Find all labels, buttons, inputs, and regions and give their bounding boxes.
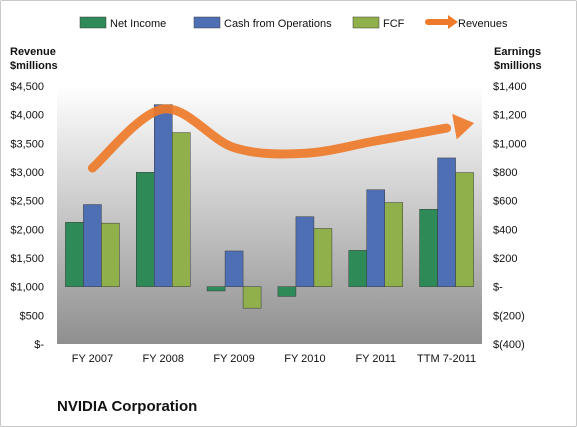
bar-net-income-ttm-7-2011 bbox=[419, 209, 438, 287]
left-axis-title-line1: Revenue bbox=[10, 46, 56, 58]
legend-label-revenues: Revenues bbox=[458, 18, 508, 30]
bars-group bbox=[65, 104, 474, 309]
line-revenues-arrowhead bbox=[452, 113, 475, 140]
bar-fcf-ttm-7-2011 bbox=[455, 172, 474, 287]
left-tick-label: $2,000 bbox=[10, 224, 44, 236]
right-tick-label: $1,400 bbox=[493, 81, 527, 93]
revenue-line-group bbox=[87, 104, 475, 173]
bar-fcf-fy-2011 bbox=[384, 202, 403, 287]
legend-label-fcf: FCF bbox=[383, 18, 405, 30]
bar-cash-from-operations-fy-2008 bbox=[154, 104, 173, 287]
right-tick-label: $1,000 bbox=[493, 138, 527, 150]
right-tick-label: $- bbox=[493, 282, 503, 294]
bar-cash-from-operations-fy-2009 bbox=[224, 250, 244, 287]
right-axis-title: Earnings $millions bbox=[494, 45, 542, 73]
left-axis-title-line2: $millions bbox=[10, 60, 58, 72]
category-label-fy-2011: FY 2011 bbox=[355, 353, 396, 365]
bar-net-income-fy-2009 bbox=[206, 286, 226, 292]
left-tick-label: $3,500 bbox=[10, 138, 44, 150]
category-label-fy-2009: FY 2009 bbox=[213, 353, 254, 365]
bar-net-income-fy-2008 bbox=[136, 172, 155, 287]
bar-cash-from-operations-fy-2007 bbox=[83, 204, 102, 287]
right-tick-label: $(200) bbox=[493, 310, 525, 322]
left-tick-labels: $- $500 $1,000 $1,500 $2,000 $2,500 $3,000 $3,5… bbox=[10, 81, 44, 351]
legend-label-cash-from-operations: Cash from Operations bbox=[224, 18, 332, 30]
legend-swatch-revenues-arrowhead bbox=[448, 15, 458, 29]
left-tick-label: $- bbox=[34, 339, 44, 351]
left-tick-label: $4,500 bbox=[10, 81, 44, 93]
plot-area bbox=[57, 86, 482, 344]
right-tick-label: $800 bbox=[493, 167, 517, 179]
right-tick-label: $200 bbox=[493, 253, 517, 265]
left-tick-label: $500 bbox=[20, 310, 44, 322]
legend-swatch-net-income bbox=[79, 16, 107, 29]
right-tick-label: $400 bbox=[493, 224, 517, 236]
category-label-fy-2008: FY 2008 bbox=[143, 353, 184, 365]
right-tick-label: $1,200 bbox=[493, 110, 527, 122]
bar-fcf-fy-2007 bbox=[101, 222, 120, 287]
left-tick-label: $2,500 bbox=[10, 196, 44, 208]
legend-label-net-income: Net Income bbox=[110, 18, 166, 30]
bar-fcf-fy-2009 bbox=[242, 286, 262, 309]
legend-swatch-fcf bbox=[352, 16, 380, 29]
bar-net-income-fy-2010 bbox=[277, 286, 297, 297]
bar-fcf-fy-2010 bbox=[313, 228, 333, 287]
bar-cash-from-operations-ttm-7-2011 bbox=[437, 157, 456, 287]
right-tick-label: $(400) bbox=[493, 339, 525, 351]
bar-net-income-fy-2011 bbox=[348, 250, 367, 287]
left-tick-label: $3,000 bbox=[10, 167, 44, 179]
line-revenues bbox=[87, 104, 452, 173]
left-axis-title: Revenue $millions bbox=[10, 45, 58, 73]
category-label-ttm-7-2011: TTM 7-2011 bbox=[417, 353, 476, 365]
right-tick-labels: $(400) $(200) $- $200 $400 $600 $800 $1,000 $1,2… bbox=[493, 81, 527, 351]
company-caption: NVIDIA Corporation bbox=[57, 398, 198, 415]
right-axis-title-line2: $millions bbox=[494, 60, 542, 72]
right-tick-label: $600 bbox=[493, 196, 517, 208]
legend-swatch-cash-from-operations bbox=[193, 16, 221, 29]
category-labels: FY 2007 FY 2008 FY 2009 FY 2010 FY 2011 TTM 7… bbox=[72, 353, 476, 365]
left-tick-label: $1,000 bbox=[10, 282, 44, 294]
bar-net-income-fy-2007 bbox=[65, 222, 84, 287]
legend: Net Income Cash from Operations FCF Revenue… bbox=[79, 15, 508, 30]
category-label-fy-2010: FY 2010 bbox=[284, 353, 325, 365]
bar-cash-from-operations-fy-2010 bbox=[295, 216, 315, 287]
right-axis-title-line1: Earnings bbox=[494, 46, 542, 58]
left-tick-label: $1,500 bbox=[10, 253, 44, 265]
left-tick-label: $4,000 bbox=[10, 110, 44, 122]
bar-fcf-fy-2008 bbox=[172, 132, 191, 287]
category-label-fy-2007: FY 2007 bbox=[72, 353, 113, 365]
bar-cash-from-operations-fy-2011 bbox=[366, 189, 385, 287]
